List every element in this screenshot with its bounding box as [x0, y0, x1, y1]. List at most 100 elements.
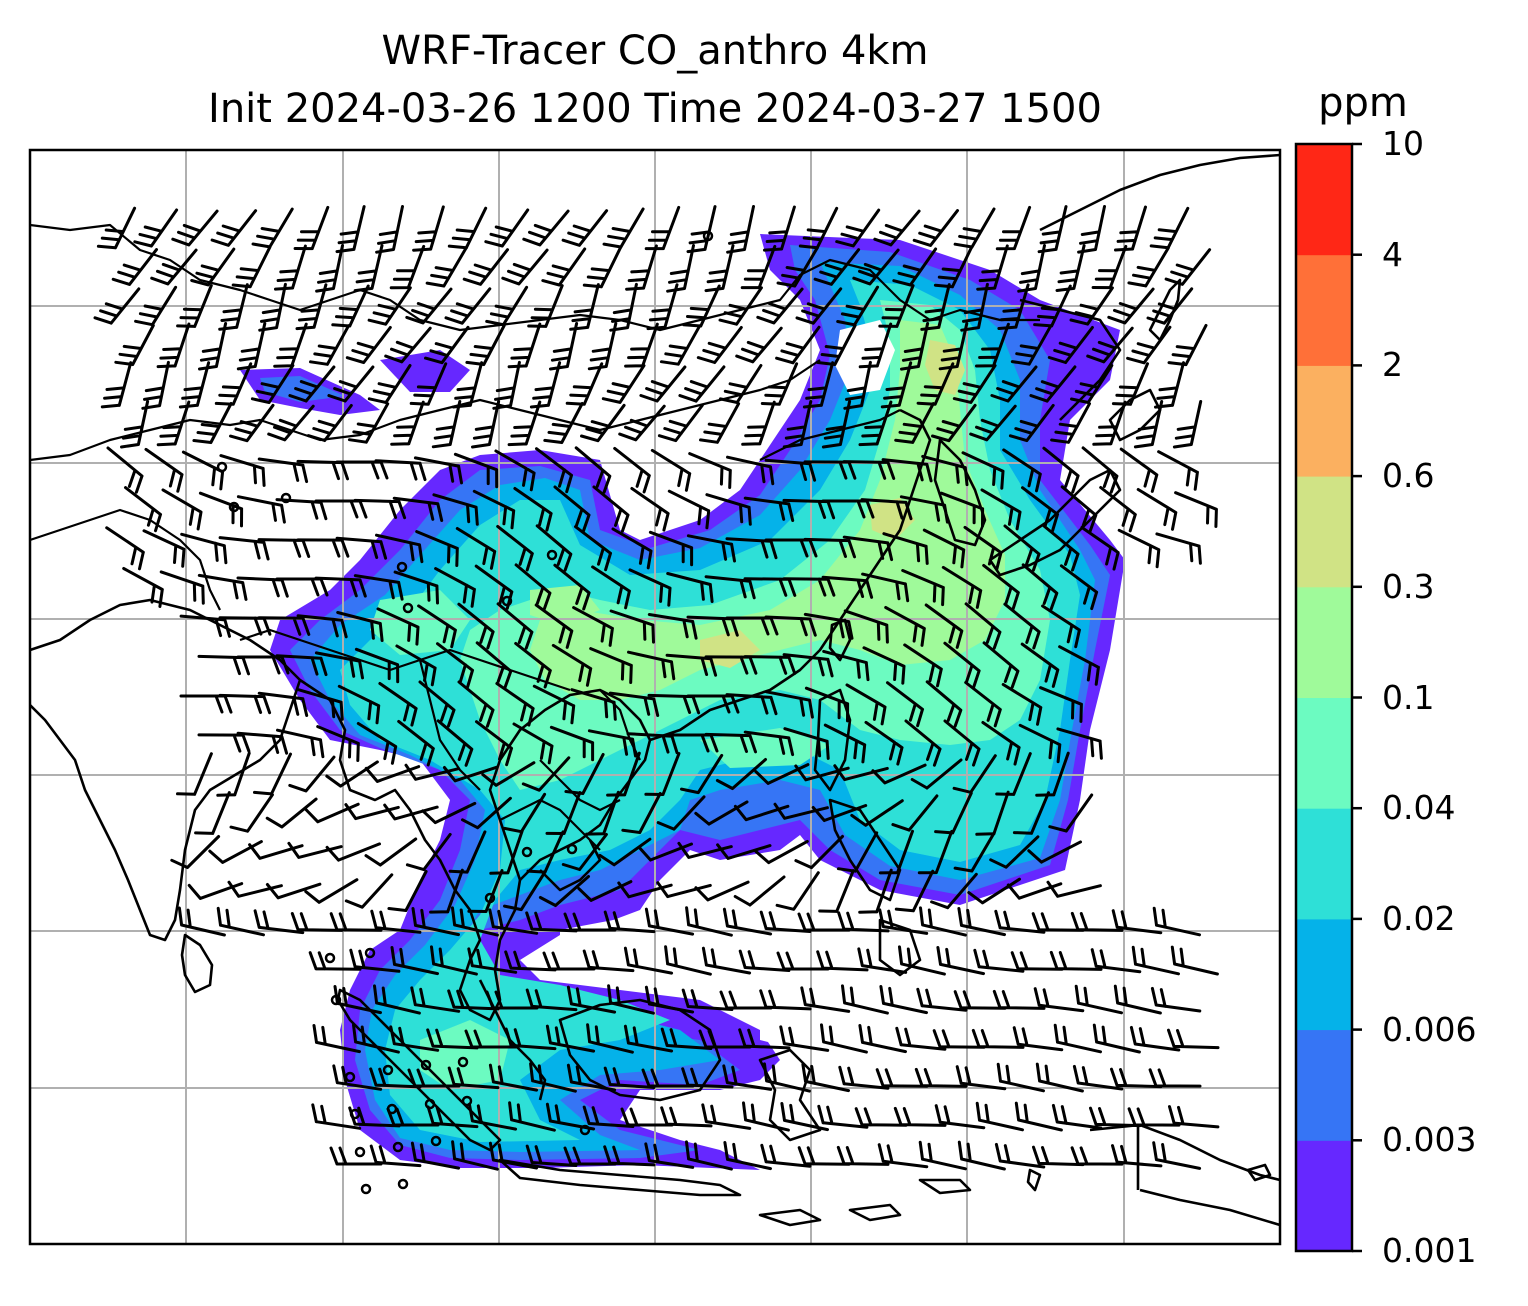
wind-barb: [198, 491, 244, 528]
wind-barb: [545, 1102, 596, 1131]
wind-barb: [513, 487, 553, 532]
wind-barb: [532, 684, 576, 725]
wind-barb: [543, 402, 584, 444]
wind-barb: [742, 1101, 790, 1132]
calm-wind-marker: [364, 947, 376, 959]
wind-barb: [627, 650, 676, 681]
wind-barb: [484, 208, 530, 248]
wind-barb: [273, 322, 308, 368]
wind-barb: [989, 835, 1040, 869]
wind-barb: [275, 654, 328, 677]
wind-barb: [625, 244, 658, 291]
wind-barb: [287, 841, 343, 859]
wind-barb: [637, 842, 693, 862]
wind-barb: [1033, 987, 1085, 1013]
wind-barb: [253, 752, 292, 796]
wind-barb: [802, 361, 835, 409]
wind-barb: [364, 765, 421, 783]
wind-barb: [258, 282, 287, 332]
wind-barb: [899, 495, 949, 524]
wind-barb: [811, 804, 868, 822]
wind-barb: [803, 537, 856, 559]
wind-barb: [618, 404, 666, 442]
wind-barb: [529, 1062, 577, 1093]
wind-barb: [111, 248, 158, 286]
wind-barb: [467, 1102, 518, 1131]
wind-barb: [218, 536, 270, 561]
wind-barb: [542, 951, 596, 971]
wind-barb: [218, 616, 272, 636]
wind-barb: [335, 460, 389, 480]
wind-barb: [436, 719, 474, 767]
wind-barb: [1020, 642, 1060, 688]
wind-barb: [995, 205, 1032, 251]
wind-barb: [912, 209, 959, 247]
wind-barb: [1053, 1023, 1102, 1054]
wind-barb: [410, 1141, 461, 1170]
wind-barb: [390, 400, 425, 446]
wind-barb: [192, 402, 233, 444]
wind-barb: [705, 493, 752, 526]
wind-barb: [878, 284, 915, 328]
wind-barb: [492, 360, 521, 410]
colorbar: [1294, 142, 1362, 1253]
wind-barb: [1126, 325, 1172, 365]
colorbar-segment: [1296, 697, 1352, 809]
wind-barb: [1059, 564, 1099, 611]
wind-barb: [442, 765, 499, 783]
wind-barb: [764, 458, 817, 482]
wind-barb: [589, 647, 633, 684]
wind-barb: [918, 1140, 967, 1171]
wind-barb: [525, 1144, 578, 1167]
wind-barb: [996, 1062, 1045, 1093]
wind-barb: [1010, 951, 1064, 971]
wind-barb: [882, 532, 929, 565]
wind-barb: [413, 456, 463, 485]
wind-barb: [613, 446, 651, 494]
wind-barb: [623, 1024, 674, 1053]
colorbar-tick-label: 0.6: [1382, 456, 1435, 496]
wind-barb: [688, 452, 732, 489]
wind-barb: [644, 1142, 695, 1169]
wind-barb: [681, 1067, 734, 1089]
wind-barb: [716, 843, 772, 860]
wind-barb: [1099, 486, 1137, 533]
wind-barb: [373, 984, 421, 1015]
title-line-1: WRF-Tracer CO_anthro 4km: [381, 28, 929, 74]
wind-barb: [685, 1140, 733, 1171]
wind-barb: [353, 574, 404, 601]
wind-barb: [886, 681, 924, 728]
colorbar-segment: [1296, 476, 1352, 588]
wind-barb: [660, 1106, 713, 1128]
wind-barb: [685, 906, 733, 937]
wind-barb: [934, 1104, 986, 1130]
wind-barb: [349, 948, 401, 973]
wind-barb: [694, 880, 750, 902]
wind-barb: [251, 207, 294, 249]
wind-barb: [894, 402, 935, 444]
wind-barb: [267, 404, 315, 442]
wind-barb: [964, 681, 1002, 728]
wind-barb: [1157, 450, 1199, 491]
calm-wind-marker: [521, 846, 533, 858]
wind-barb: [455, 527, 497, 570]
wind-barb: [210, 209, 258, 247]
colorbar-tick-label: 0.006: [1382, 1009, 1477, 1049]
wind-barb: [960, 282, 989, 332]
wind-barb: [114, 324, 155, 366]
wind-barb: [451, 906, 499, 937]
wind-barb: [1129, 1025, 1181, 1052]
wind-barb: [1041, 604, 1081, 649]
wind-barb: [854, 1107, 908, 1127]
wind-barb: [858, 868, 893, 914]
wind-barb: [367, 364, 412, 404]
wind-barb: [488, 1063, 539, 1092]
wind-barb: [570, 688, 617, 721]
colorbar-segment: [1296, 1029, 1352, 1141]
wind-barb: [704, 655, 758, 675]
wind-barb: [686, 205, 717, 254]
wind-barb: [527, 284, 564, 328]
wind-barb: [409, 362, 448, 406]
wind-barb: [754, 763, 810, 785]
